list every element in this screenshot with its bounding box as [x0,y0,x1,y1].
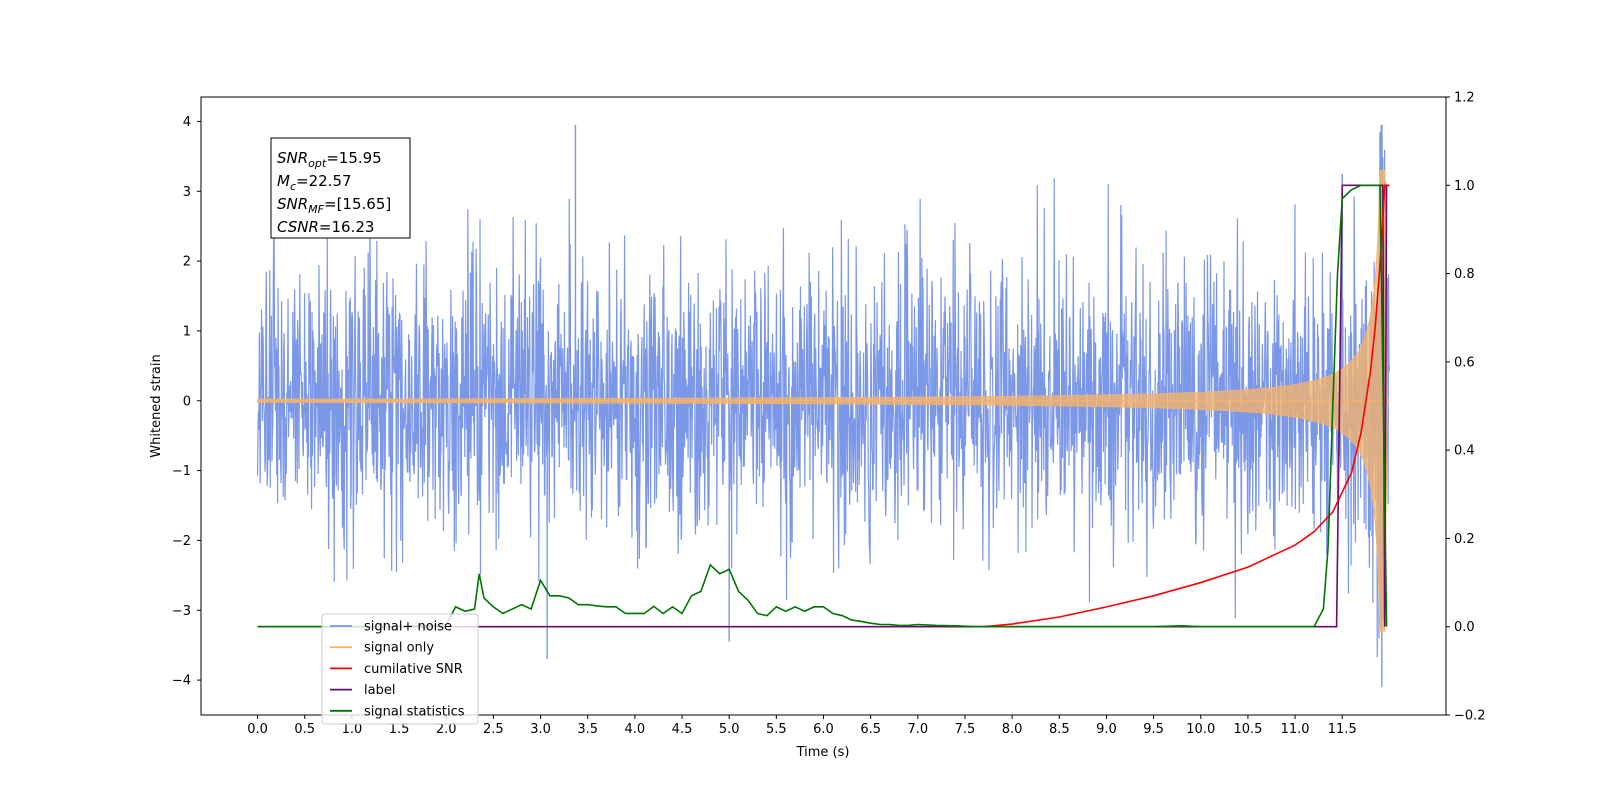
x-tick-label: 8.0 [1002,722,1023,737]
annotation-frame [270,137,411,239]
legend-entry: signal only [364,641,434,656]
legend-entry: cumilative SNR [364,662,463,677]
x-tick-label: 2.0 [436,722,457,737]
legend-entry: signal statistics [364,704,465,719]
series-line-signal-statistics [257,184,1388,628]
y2-tick-label: 0.2 [1454,532,1475,547]
x-tick-label: 6.5 [860,722,881,737]
y-tick-label: −4 [172,674,191,689]
y-tick-label: 2 [183,255,191,270]
y2-tick-label: 0.8 [1454,267,1475,282]
annotation-line: Mc=22.57 [277,172,352,193]
series-line-signal-noise [256,124,1391,658]
y-tick-label: 3 [183,185,191,200]
y-axis-right: 1.2 1.0 0.8 0.6 0.4 0.2 0.0 −0.2 [1446,91,1486,724]
y2-tick-label: 1.2 [1454,91,1475,106]
y-axis-left: 4 3 2 1 0 −1 −2 −3 −4 [172,115,201,689]
y-tick-label: 1 [183,324,191,339]
annotation-line: SNRMF=[15.65] [277,195,391,216]
y2-tick-label: −0.2 [1454,709,1486,724]
series-line-cumilative-snr [964,184,1390,628]
x-tick-label: 4.0 [625,722,646,737]
x-tick-label: 9.0 [1096,722,1117,737]
x-tick-label: 11.0 [1281,722,1310,737]
x-tick-label: 2.5 [483,722,504,737]
legend: signal+ noise signal only cumilative SNR la… [321,613,479,725]
x-tick-label: 0.5 [294,722,315,737]
x-axis-label: Time (s) [796,745,850,760]
legend-entry: signal+ noise [364,620,452,635]
y2-tick-label: 0.4 [1454,444,1475,459]
y-tick-label: −1 [172,464,191,479]
x-tick-label: 8.5 [1049,722,1070,737]
series-layer [256,124,1391,688]
y-tick-label: −3 [172,604,191,619]
x-tick-label: 7.5 [955,722,976,737]
legend-entry: label [364,683,395,698]
x-tick-label: 7.0 [907,722,928,737]
annotation-line: SNRopt=15.95 [277,149,382,170]
x-tick-label: 3.5 [577,722,598,737]
y2-tick-label: 0.6 [1454,355,1475,370]
x-tick-label: 1.5 [389,722,410,737]
x-tick-label: 5.0 [719,722,740,737]
y-tick-label: −2 [172,534,191,549]
x-tick-label: 4.5 [672,722,693,737]
y-tick-label: 4 [183,115,191,130]
y-tick-label: 0 [183,394,191,409]
y-axis-label: Whitened strain [149,354,164,457]
x-tick-label: 10.0 [1186,722,1215,737]
x-tick-label: 11.5 [1328,722,1357,737]
x-tick-label: 10.5 [1233,722,1262,737]
x-tick-label: 1.0 [342,722,363,737]
y2-tick-label: 1.0 [1454,179,1475,194]
y2-tick-label: 0.0 [1454,620,1475,635]
x-tick-label: 0.0 [247,722,268,737]
legend-frame [321,613,479,725]
x-tick-label: 6.0 [813,722,834,737]
annotation-line: CSNR=16.23 [277,218,374,236]
x-tick-label: 9.5 [1143,722,1164,737]
x-tick-label: 5.5 [766,722,787,737]
x-tick-label: 3.0 [530,722,551,737]
